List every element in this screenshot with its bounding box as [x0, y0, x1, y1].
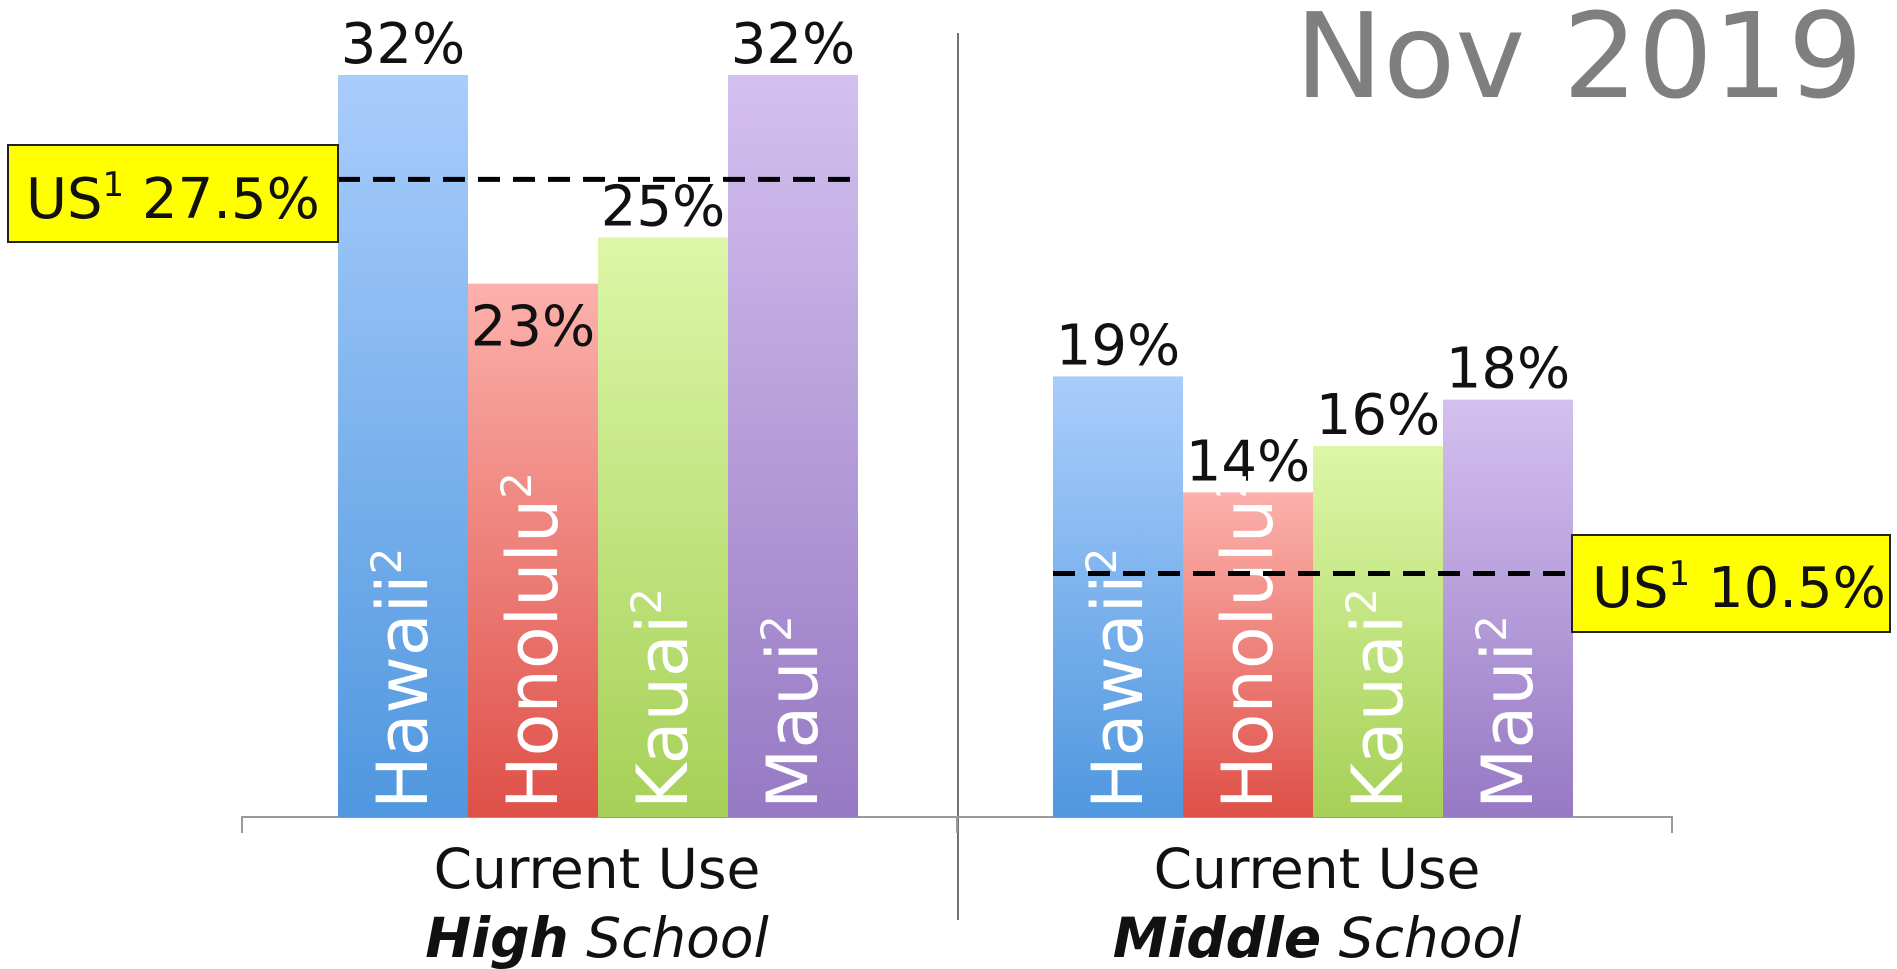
group-label-line1-0: Current Use: [434, 837, 761, 901]
bar-category-label-1-maui: Maui2: [1467, 615, 1549, 809]
bar-category-label-1-kauai: Kauai2: [1337, 588, 1419, 809]
bar-category-label-0-honolulu: Honolulu2: [492, 472, 574, 809]
value-label-0-hawaii: 32%: [341, 12, 465, 77]
group-label-line2-0: High School: [425, 906, 769, 969]
value-label-0-kauai: 25%: [601, 174, 725, 239]
value-label-0-maui: 32%: [731, 12, 855, 77]
value-label-1-maui: 18%: [1446, 337, 1570, 402]
bar-category-label-0-hawaii: Hawaii2: [362, 548, 444, 809]
x-axis: [242, 817, 1672, 833]
reference-label-1: US1 10.5%: [1592, 554, 1886, 621]
value-label-0-honolulu: 23%: [471, 295, 595, 360]
reference-layer: US1 27.5% US1 10.5%: [8, 145, 1890, 632]
reference-label-0: US1 27.5%: [26, 165, 320, 232]
group-label-line1-1: Current Use: [1154, 837, 1481, 901]
chart-title: Nov 2019: [1295, 0, 1863, 125]
bar-category-label-0-maui: Maui2: [752, 615, 834, 809]
bar-category-label-1-hawaii: Hawaii2: [1077, 548, 1159, 809]
bar-category-label-0-kauai: Kauai2: [622, 588, 704, 809]
group-label-line2-1: Middle School: [1113, 906, 1522, 969]
bars-layer: 32% Hawaii2 23% Honolulu2 25% Kauai2 32% Maui2 1…: [338, 12, 1573, 817]
value-label-1-hawaii: 19%: [1056, 313, 1180, 378]
bar-category-label-1-honolulu: Honolulu2: [1207, 472, 1289, 809]
value-label-1-kauai: 16%: [1316, 383, 1440, 448]
